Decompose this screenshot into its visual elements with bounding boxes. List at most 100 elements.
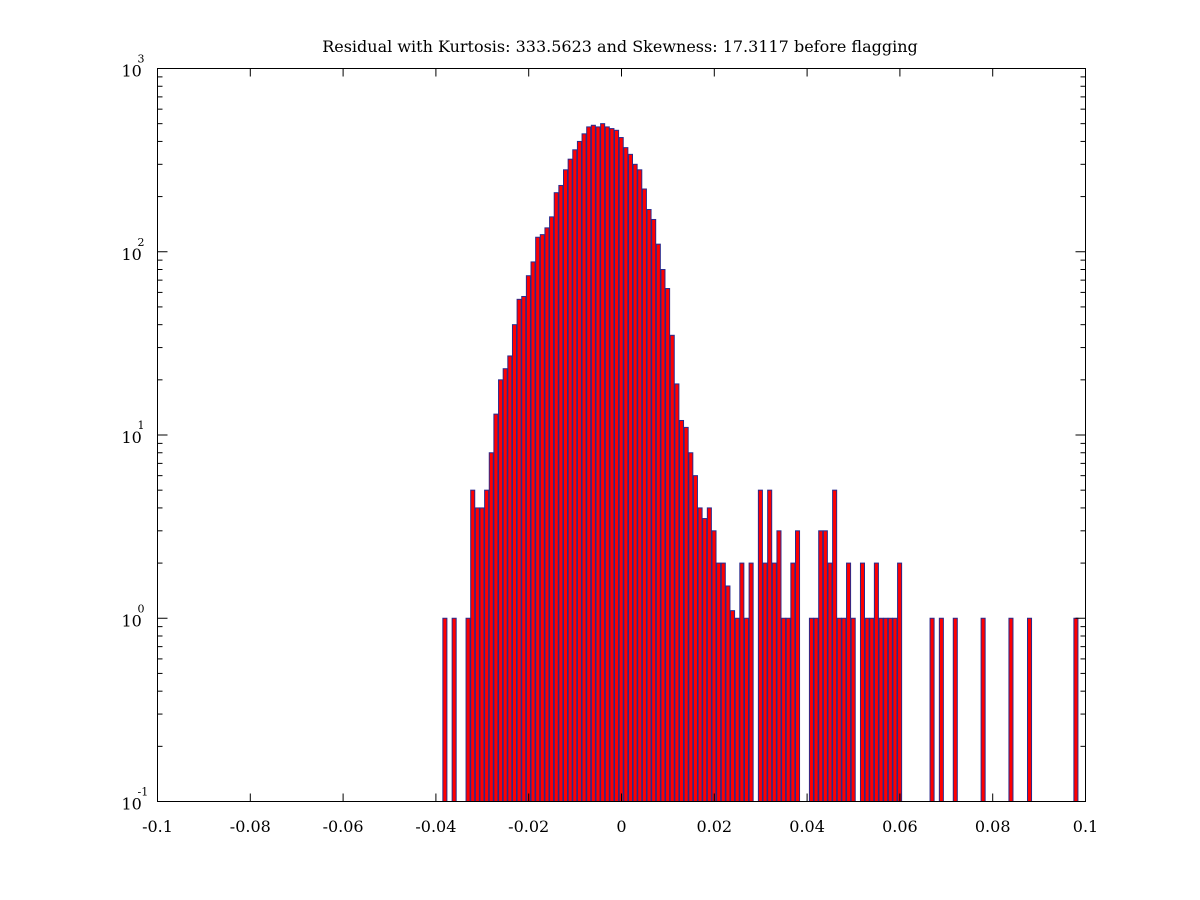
y-tick-label: 10 <box>122 62 142 81</box>
histogram-bar <box>785 617 791 802</box>
plot-frame <box>157 68 1086 802</box>
histogram-bar <box>846 562 852 803</box>
x-tick-label: -0.02 <box>508 817 549 836</box>
histogram-bar <box>563 169 569 802</box>
x-tick-label: 0.08 <box>975 817 1011 836</box>
histogram-bar <box>873 562 879 803</box>
histogram-bar <box>632 163 638 802</box>
histogram-bar <box>697 507 703 802</box>
histogram-bar <box>558 184 564 802</box>
histogram-bar <box>535 236 541 803</box>
histogram-bar <box>822 530 828 802</box>
histogram-bar <box>1073 617 1079 802</box>
histogram-bar <box>572 149 578 802</box>
histogram-bar <box>818 530 824 802</box>
x-tick-label: -0.08 <box>230 817 271 836</box>
histogram-bar <box>479 507 485 802</box>
histogram-bar <box>679 419 685 802</box>
histogram-bar <box>581 133 587 802</box>
histogram-bar <box>498 379 504 802</box>
histogram-bar <box>720 562 726 803</box>
histogram-bar <box>864 617 870 802</box>
histogram-bar <box>465 617 471 802</box>
histogram-bar <box>595 126 601 803</box>
histogram-bar <box>609 128 615 802</box>
histogram-bar <box>688 452 694 802</box>
histogram-bar <box>516 298 522 802</box>
chart-title: Residual with Kurtosis: 333.5623 and Ske… <box>322 37 918 56</box>
histogram-bar <box>730 610 736 802</box>
histogram-bar <box>507 355 513 802</box>
histogram-bar <box>1027 617 1033 802</box>
histogram-bar <box>836 617 842 802</box>
histogram-bar <box>493 413 499 802</box>
x-tick-label: -0.06 <box>323 817 364 836</box>
histogram-bar <box>887 617 893 802</box>
x-tick-label: 0.06 <box>882 817 918 836</box>
histogram-bar <box>757 489 763 802</box>
histogram-bar <box>767 489 773 802</box>
histogram-bar <box>669 334 675 802</box>
histogram-bar <box>692 475 698 802</box>
histogram-bar <box>781 617 787 802</box>
histogram-bar <box>883 617 889 802</box>
histogram-bar <box>706 507 712 802</box>
y-tick-exponent: 3 <box>138 53 145 66</box>
histogram-bar <box>748 562 754 803</box>
x-tick-label: 0.04 <box>789 817 825 836</box>
y-tick-label: 10 <box>122 795 142 814</box>
histogram-bar <box>702 518 708 802</box>
histogram-bar <box>511 324 518 802</box>
x-axis: -0.1 -0.08 -0.06 -0.04 -0.02 0 0.02 0.04 0.06 0.0… <box>142 68 1098 836</box>
histogram-bar <box>739 562 745 803</box>
histogram-bar <box>952 617 958 802</box>
x-tick-label: 0.1 <box>1073 817 1098 836</box>
histogram-bar <box>716 562 722 803</box>
histogram-bar <box>549 216 555 802</box>
histogram-bar <box>660 269 666 802</box>
histogram-bar <box>892 617 898 802</box>
histogram-bar <box>897 562 903 803</box>
histogram-bar <box>637 169 643 802</box>
histogram-bar <box>980 617 986 802</box>
histogram-bar <box>859 562 866 803</box>
y-tick-label: 10 <box>122 428 142 447</box>
x-tick-label: 0 <box>616 817 626 836</box>
x-tick-label: 0.02 <box>696 817 732 836</box>
histogram-bar <box>623 147 629 802</box>
histogram-bar <box>600 123 606 803</box>
histogram-bar <box>521 295 527 802</box>
histogram-bar <box>641 188 647 802</box>
histogram-bar <box>651 218 657 803</box>
histogram-bar <box>576 140 582 803</box>
histogram-bar <box>683 426 689 802</box>
histogram-bar <box>442 617 448 802</box>
histogram-bar <box>474 507 480 802</box>
histogram-bar <box>725 585 731 802</box>
histogram-bar <box>665 288 671 802</box>
histogram-bar <box>590 124 596 802</box>
y-tick-exponent: -1 <box>138 786 149 799</box>
y-tick-label: 10 <box>122 245 142 264</box>
y-tick-label: 10 <box>122 611 142 630</box>
histogram-bar <box>614 129 620 803</box>
histogram-bar <box>646 209 652 802</box>
histogram-bar <box>618 137 624 803</box>
histogram-bar <box>604 126 610 803</box>
histogram-bar <box>655 243 661 803</box>
y-tick-exponent: 0 <box>138 602 145 615</box>
histogram-bar <box>627 153 634 803</box>
histogram-bar <box>808 617 814 802</box>
histogram-bar <box>451 617 457 802</box>
histogram-bar <box>850 617 856 802</box>
x-tick-label: -0.1 <box>142 817 173 836</box>
histogram-bar <box>470 489 476 802</box>
histogram-bar <box>711 530 717 802</box>
histogram-bar <box>743 617 750 802</box>
histogram-bar <box>539 234 545 802</box>
histogram-bar <box>878 617 884 802</box>
histogram-bar <box>762 562 768 803</box>
histogram-bar <box>869 617 875 802</box>
histogram-bar <box>502 368 508 802</box>
